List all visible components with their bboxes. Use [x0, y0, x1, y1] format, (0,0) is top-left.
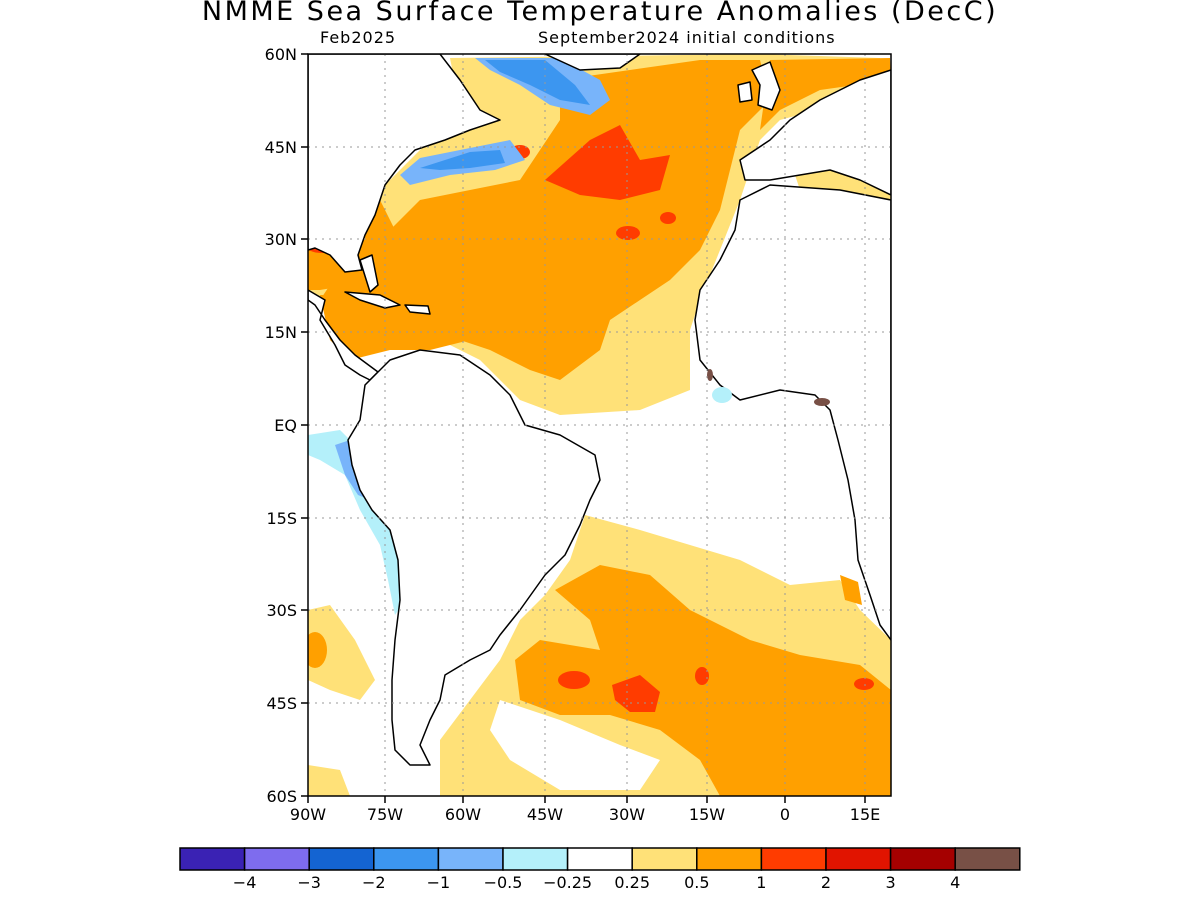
- anomaly-region-sa-orange-2: [840, 575, 862, 605]
- forecast-month-label: Feb2025: [320, 28, 397, 47]
- colorbar-label: 3: [886, 873, 896, 892]
- colorbar-swatch: [502, 847, 569, 871]
- colorbar-labels: −4 −3 −2 −1 −0.5 −0.25 0.25 0.5 1 2 3 4: [233, 873, 960, 892]
- anomaly-brown-gulf-guinea: [814, 398, 830, 406]
- colorbar-label: 2: [821, 873, 831, 892]
- lon-label: 45W: [527, 805, 563, 824]
- land-hispaniola: [404, 304, 431, 315]
- colorbar-swatch: [825, 847, 892, 871]
- anomaly-cold-labrador-core: [485, 60, 590, 105]
- latitude-labels: 60N 45N 30N 15N EQ 15S 30S 45S 60S: [265, 45, 297, 806]
- land-ireland: [737, 81, 753, 103]
- land-cuba: [344, 291, 401, 309]
- colorbar-label: −2: [362, 873, 386, 892]
- colorbar-label: 0.5: [684, 873, 709, 892]
- colorbar-swatch: [760, 847, 827, 871]
- anomaly-region-sep-light: [308, 605, 375, 700]
- colorbar-swatch: [243, 847, 310, 871]
- tick-marks: [301, 53, 866, 803]
- anomaly-cool-guinea: [712, 387, 732, 403]
- lat-label: 60N: [265, 45, 297, 64]
- colorbar-label: 0.25: [614, 873, 650, 892]
- lon-label: 30W: [609, 805, 645, 824]
- land-britain: [751, 61, 781, 111]
- graticule: [308, 54, 891, 796]
- anomaly-region-europe-coast: [760, 58, 891, 130]
- colorbar-label: 4: [950, 873, 960, 892]
- lat-label: 15N: [265, 323, 297, 342]
- land-europe: [739, 69, 891, 196]
- colorbar-swatch: [954, 847, 1021, 871]
- anomaly-region-drake: [308, 765, 350, 796]
- initial-conditions-label: September2024 initial conditions: [538, 28, 836, 47]
- land-greenland: [544, 54, 641, 71]
- colorbar-label: −0.5: [484, 873, 523, 892]
- anomaly-region-na-orange: [320, 60, 770, 380]
- lon-label: 60W: [445, 805, 481, 824]
- anomaly-hotspot-na-1: [545, 125, 670, 200]
- land-florida: [359, 254, 379, 293]
- colorbar-label: −3: [297, 873, 321, 892]
- anomaly-shading: [308, 54, 891, 796]
- anomaly-brown-sierra: [707, 369, 713, 381]
- lon-label: 75W: [367, 805, 403, 824]
- lon-label: 90W: [290, 805, 326, 824]
- land-north-america: [308, 54, 501, 273]
- anomaly-hotspot-sa-4: [854, 678, 874, 690]
- lon-label: 15W: [689, 805, 725, 824]
- lat-label: 30S: [266, 601, 297, 620]
- colorbar-swatch: [566, 847, 633, 871]
- anomaly-hotspot-na-2: [616, 226, 640, 240]
- colorbar-swatch: [179, 847, 246, 871]
- lat-label: 45N: [265, 138, 297, 157]
- colorbar-swatch: [696, 847, 763, 871]
- map-title: NMME Sea Surface Temperature Anomalies (…: [201, 0, 999, 27]
- anomaly-region-sep-orange: [308, 632, 327, 668]
- colorbar-swatch: [373, 847, 440, 871]
- colorbar-label: −0.25: [543, 873, 592, 892]
- colorbar-label: −4: [233, 873, 257, 892]
- colorbar-swatch: [308, 847, 375, 871]
- colorbar-swatch: [437, 847, 504, 871]
- anomaly-cold-pacific-coast: [308, 430, 412, 615]
- lon-label: 15E: [850, 805, 880, 824]
- colorbar: [179, 847, 1021, 871]
- anomaly-hotspot-sa-2: [558, 671, 590, 689]
- colorbar-swatch: [631, 847, 698, 871]
- anomaly-region-sa-white-patch: [490, 700, 660, 790]
- lat-label: 15S: [266, 509, 297, 528]
- longitude-labels: 90W 75W 60W 45W 30W 15W 0 15E: [290, 805, 880, 824]
- colorbar-swatch: [889, 847, 956, 871]
- lat-label: 60S: [266, 787, 297, 806]
- lat-label: 45S: [266, 694, 297, 713]
- colorbar-label: −1: [427, 873, 451, 892]
- anomaly-hotspot-sa-3: [695, 667, 709, 685]
- lat-label: EQ: [274, 416, 297, 435]
- lat-label: 30N: [265, 230, 297, 249]
- land-outlines: [308, 54, 891, 766]
- lon-label: 0: [780, 805, 790, 824]
- anomaly-region-caribbean: [320, 295, 470, 360]
- anomaly-hotspot-na-3: [660, 212, 676, 224]
- colorbar-label: 1: [756, 873, 766, 892]
